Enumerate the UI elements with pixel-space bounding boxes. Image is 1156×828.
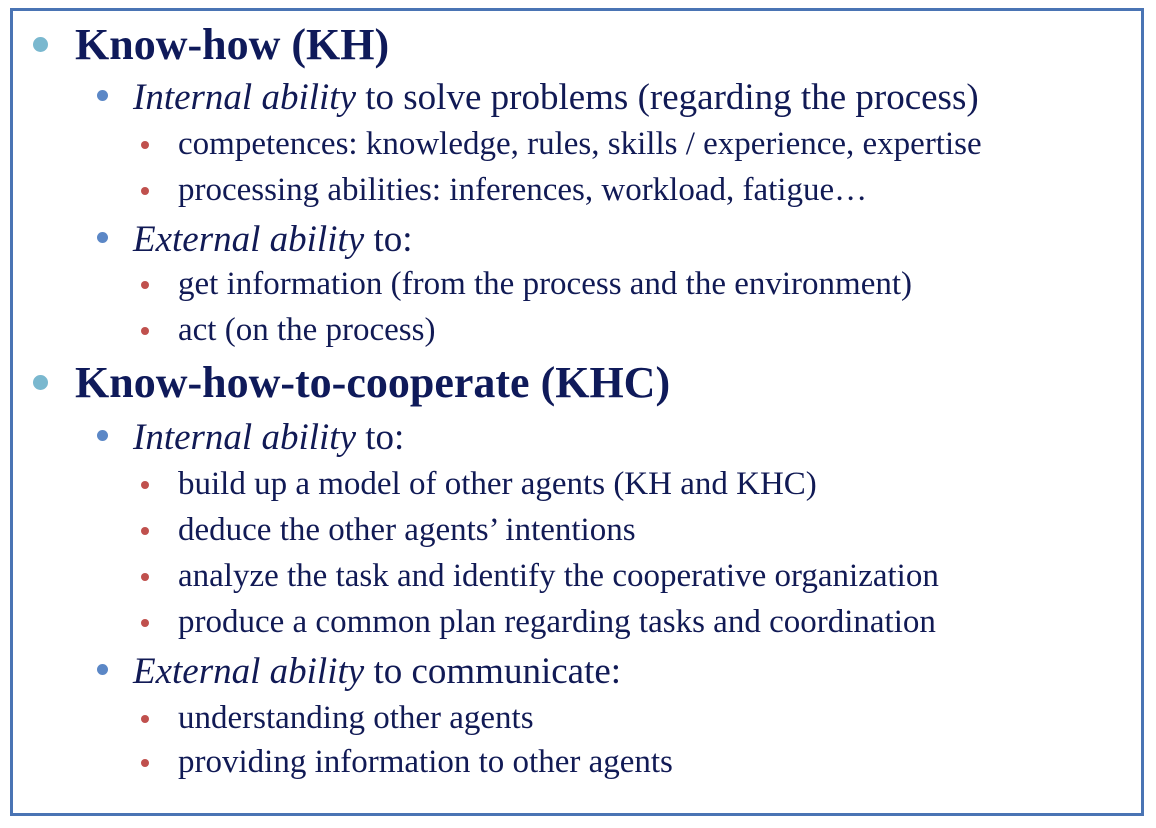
list-item: analyze the task and identify the cooper…: [13, 555, 1141, 597]
list-item: produce a common plan regarding tasks an…: [13, 601, 1141, 643]
level3-bullet-icon: [141, 327, 149, 335]
list-item: build up a model of other agents (KH and…: [13, 463, 1141, 505]
level3-bullet-icon: [141, 619, 149, 627]
subitem-text: processing abilities: inferences, worklo…: [178, 172, 868, 208]
level3-bullet-icon: [141, 481, 149, 489]
level3-bullet-icon: [141, 187, 149, 195]
level2-bullet-icon: [97, 90, 108, 101]
list-item: providing information to other agents: [13, 741, 1141, 783]
item-rest: to communicate:: [364, 651, 622, 692]
section-heading-khc: Know-how-to-cooperate (KHC): [13, 355, 1141, 409]
list-item: External ability to communicate:: [13, 647, 1141, 693]
level3-bullet-icon: [141, 281, 149, 289]
subitem-text: providing information to other agents: [178, 744, 673, 780]
list-item: processing abilities: inferences, worklo…: [13, 169, 1141, 211]
item-text: Internal ability to solve problems (rega…: [133, 79, 979, 116]
level3-bullet-icon: [141, 527, 149, 535]
level2-bullet-icon: [97, 430, 108, 441]
subitem-text: act (on the process): [178, 312, 436, 348]
subitem-text: produce a common plan regarding tasks an…: [178, 604, 936, 640]
italic-term: External ability: [133, 651, 365, 692]
item-rest: to:: [364, 219, 413, 260]
list-item: get information (from the process and th…: [13, 263, 1141, 305]
level3-bullet-icon: [141, 715, 149, 723]
slide-frame: Know-how (KH) Internal ability to solve …: [10, 8, 1144, 816]
list-item: Internal ability to solve problems (rega…: [13, 73, 1141, 119]
heading-text: Know-how (KH): [75, 20, 390, 69]
level2-bullet-icon: [97, 232, 108, 243]
level3-bullet-icon: [141, 759, 149, 767]
list-item: understanding other agents: [13, 697, 1141, 739]
section-heading-kh: Know-how (KH): [13, 17, 1141, 71]
level3-bullet-icon: [141, 141, 149, 149]
italic-term: Internal ability: [133, 417, 356, 458]
item-rest: to solve problems (regarding the process…: [356, 77, 979, 118]
level2-bullet-icon: [97, 664, 108, 675]
list-item: competences: knowledge, rules, skills / …: [13, 123, 1141, 165]
heading-text: Know-how-to-cooperate (KHC): [75, 358, 671, 407]
list-item: deduce the other agents’ intentions: [13, 509, 1141, 551]
list-item: External ability to:: [13, 215, 1141, 261]
subitem-text: get information (from the process and th…: [178, 266, 913, 302]
subitem-text: competences: knowledge, rules, skills / …: [178, 126, 982, 162]
level1-bullet-icon: [33, 375, 48, 390]
italic-term: Internal ability: [133, 77, 356, 118]
item-rest: to:: [356, 417, 405, 458]
item-text: Internal ability to:: [133, 419, 404, 456]
list-item: act (on the process): [13, 309, 1141, 351]
subitem-text: understanding other agents: [178, 700, 534, 736]
level1-bullet-icon: [33, 37, 48, 52]
item-text: External ability to communicate:: [133, 653, 621, 690]
subitem-text: build up a model of other agents (KH and…: [178, 466, 817, 502]
subitem-text: deduce the other agents’ intentions: [178, 512, 636, 548]
italic-term: External ability: [133, 219, 365, 260]
item-text: External ability to:: [133, 221, 413, 258]
list-item: Internal ability to:: [13, 413, 1141, 459]
level3-bullet-icon: [141, 573, 149, 581]
subitem-text: analyze the task and identify the cooper…: [178, 558, 939, 594]
